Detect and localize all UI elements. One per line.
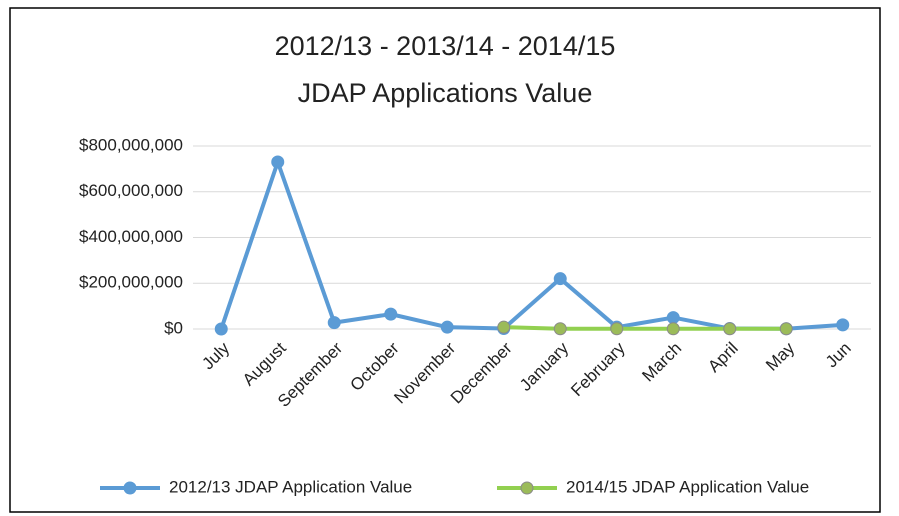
y-tick-label: $400,000,000 xyxy=(79,227,183,246)
legend-label: 2012/13 JDAP Application Value xyxy=(169,477,412,496)
legend-marker xyxy=(123,481,137,495)
y-tick-label: $800,000,000 xyxy=(79,135,183,154)
series-line xyxy=(503,325,787,331)
data-point xyxy=(497,320,511,334)
data-point xyxy=(779,322,793,336)
data-point xyxy=(836,318,850,332)
chart-title: 2012/13 - 2013/14 - 2014/15 xyxy=(275,31,616,61)
y-tick-label: $0 xyxy=(164,318,183,337)
legend-label: 2014/15 JDAP Application Value xyxy=(566,477,809,496)
legend-marker xyxy=(520,481,534,495)
data-point xyxy=(610,322,624,336)
data-point xyxy=(723,322,737,336)
data-point xyxy=(271,155,285,169)
chart-border xyxy=(9,7,881,513)
data-point xyxy=(553,322,567,336)
y-tick-label: $200,000,000 xyxy=(79,273,183,292)
data-point xyxy=(214,322,228,336)
y-tick-label: $600,000,000 xyxy=(79,181,183,200)
data-point xyxy=(666,311,680,325)
data-point xyxy=(666,322,680,336)
data-point xyxy=(384,307,398,321)
chart-title: JDAP Applications Value xyxy=(298,78,593,108)
data-point xyxy=(327,316,341,330)
data-point xyxy=(553,272,567,286)
data-point xyxy=(440,320,454,334)
